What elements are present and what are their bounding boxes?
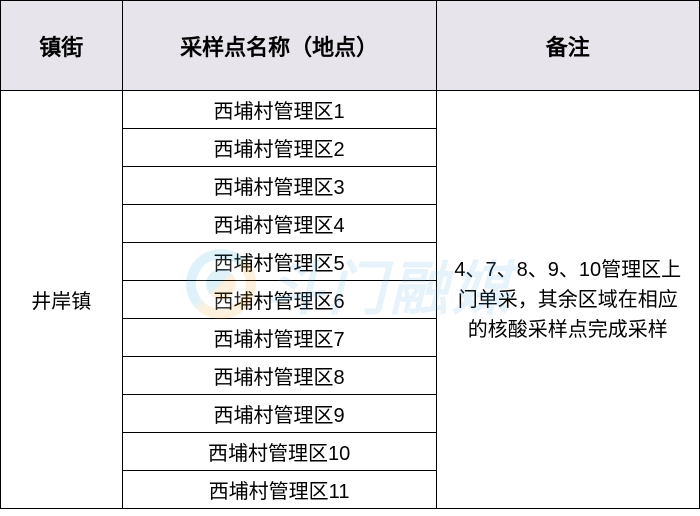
table-header-row: 镇街 采样点名称（地点） 备注 [1, 1, 700, 91]
location-cell: 西埔村管理区8 [122, 357, 436, 395]
location-cell: 西埔村管理区7 [122, 319, 436, 357]
sampling-points-table-container: 镇街 采样点名称（地点） 备注 井岸镇 西埔村管理区1 4、7、8、9、10管理… [0, 0, 700, 516]
location-cell: 西埔村管理区2 [122, 129, 436, 167]
table-body: 井岸镇 西埔村管理区1 4、7、8、9、10管理区上门单采，其余区域在相应的核酸… [1, 91, 700, 509]
location-cell: 西埔村管理区6 [122, 281, 436, 319]
town-cell: 井岸镇 [1, 91, 123, 509]
location-cell: 西埔村管理区1 [122, 91, 436, 129]
table-row: 井岸镇 西埔村管理区1 4、7、8、9、10管理区上门单采，其余区域在相应的核酸… [1, 91, 700, 129]
location-cell: 西埔村管理区11 [122, 471, 436, 509]
location-cell: 西埔村管理区10 [122, 433, 436, 471]
location-cell: 西埔村管理区4 [122, 205, 436, 243]
header-location: 采样点名称（地点） [122, 1, 436, 91]
location-cell: 西埔村管理区5 [122, 243, 436, 281]
sampling-points-table: 镇街 采样点名称（地点） 备注 井岸镇 西埔村管理区1 4、7、8、9、10管理… [0, 0, 700, 509]
header-town: 镇街 [1, 1, 123, 91]
header-remark: 备注 [436, 1, 699, 91]
location-cell: 西埔村管理区9 [122, 395, 436, 433]
location-cell: 西埔村管理区3 [122, 167, 436, 205]
remark-cell: 4、7、8、9、10管理区上门单采，其余区域在相应的核酸采样点完成采样 [436, 91, 699, 509]
